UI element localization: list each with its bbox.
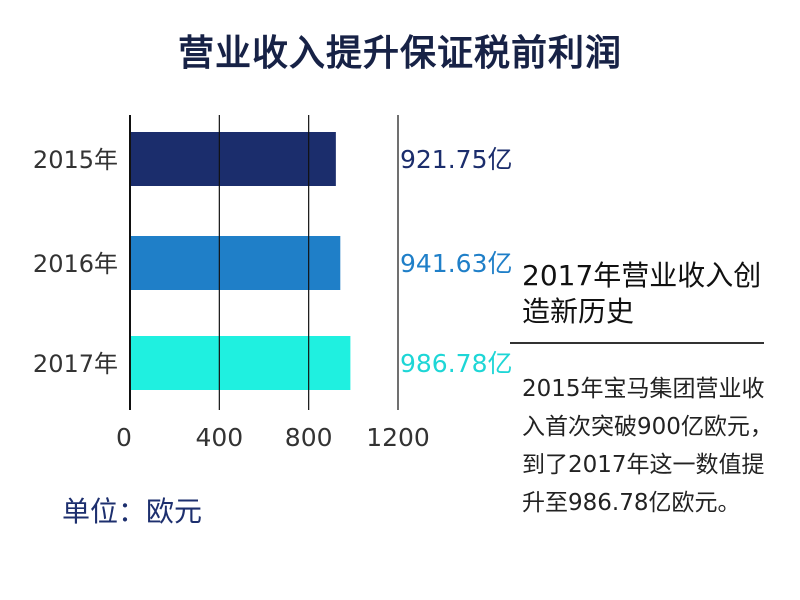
x-tick-label-2: 800 — [285, 423, 333, 452]
x-tick-label-0: 0 — [116, 423, 132, 452]
category-label-0: 2015年 — [33, 146, 118, 174]
side-divider — [510, 342, 764, 344]
side-heading: 2017年营业收入创造新历史 — [522, 259, 762, 328]
value-label-0: 921.75亿 — [400, 145, 512, 174]
chart-title: 营业收入提升保证税前利润 — [177, 33, 622, 74]
value-label-1: 941.63亿 — [400, 249, 512, 278]
bar-1 — [130, 236, 341, 290]
bar-2 — [130, 336, 351, 390]
category-label-1: 2016年 — [33, 250, 118, 278]
category-label-2: 2017年 — [33, 350, 118, 378]
side-body-text: 2015年宝马集团营业收入首次突破900亿欧元，到了2017年这一数值提升至98… — [522, 376, 773, 516]
bar-0 — [130, 132, 336, 186]
x-tick-label-1: 400 — [195, 423, 243, 452]
x-tick-label-3: 1200 — [366, 423, 430, 452]
value-label-2: 986.78亿 — [400, 349, 512, 378]
unit-label: 单位：欧元 — [62, 495, 203, 528]
